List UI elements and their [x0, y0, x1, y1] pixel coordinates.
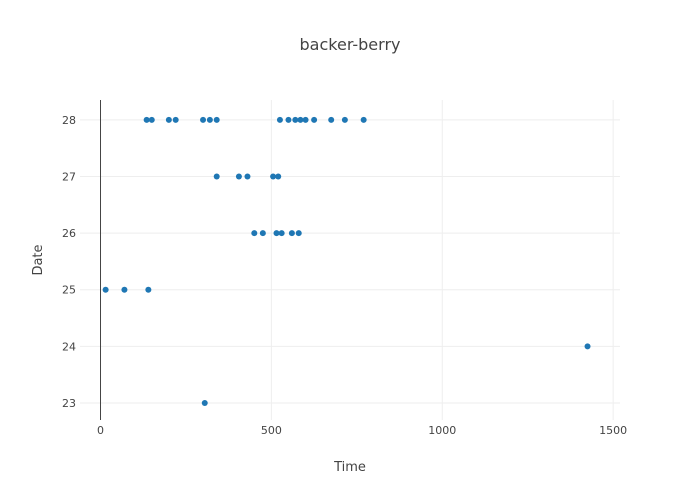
data-point[interactable] [285, 116, 292, 123]
data-point[interactable] [244, 173, 251, 180]
chart-title: backer-berry [300, 35, 401, 54]
axes: 0 500 1000 1500 23 24 25 26 27 28 [62, 100, 627, 437]
data-points [102, 116, 591, 407]
x-tick-label: 500 [261, 424, 282, 437]
data-point[interactable] [206, 116, 213, 123]
data-point[interactable] [270, 173, 277, 180]
data-point[interactable] [341, 116, 348, 123]
data-point[interactable] [235, 173, 242, 180]
data-point[interactable] [297, 116, 304, 123]
data-point[interactable] [213, 116, 220, 123]
data-point[interactable] [165, 116, 172, 123]
y-tick-label: 24 [62, 340, 76, 353]
data-point[interactable] [121, 286, 128, 293]
data-point[interactable] [302, 116, 309, 123]
data-point[interactable] [311, 116, 318, 123]
data-point[interactable] [328, 116, 335, 123]
data-point[interactable] [213, 173, 220, 180]
y-tick-label: 27 [62, 170, 76, 183]
data-point[interactable] [251, 230, 258, 237]
y-tick-label: 26 [62, 227, 76, 240]
data-point[interactable] [273, 230, 280, 237]
x-tick-label: 1500 [599, 424, 627, 437]
y-tick-label: 25 [62, 284, 76, 297]
data-point[interactable] [102, 286, 109, 293]
x-axis-title: Time [333, 460, 366, 475]
data-point[interactable] [288, 230, 295, 237]
data-point[interactable] [259, 230, 266, 237]
x-tick-label: 0 [97, 424, 104, 437]
x-tick-label: 1000 [428, 424, 456, 437]
data-point[interactable] [143, 116, 150, 123]
data-point[interactable] [295, 230, 302, 237]
data-point[interactable] [278, 230, 285, 237]
data-point[interactable] [584, 343, 591, 350]
data-point[interactable] [276, 116, 283, 123]
y-axis-title: Date [31, 244, 46, 275]
y-tick-label: 28 [62, 114, 76, 127]
data-point[interactable] [292, 116, 299, 123]
data-point[interactable] [172, 116, 179, 123]
data-point[interactable] [200, 116, 207, 123]
data-point[interactable] [145, 286, 152, 293]
data-point[interactable] [201, 400, 208, 407]
data-point[interactable] [275, 173, 282, 180]
grid [80, 100, 620, 420]
data-point[interactable] [148, 116, 155, 123]
y-tick-label: 23 [62, 397, 76, 410]
data-point[interactable] [360, 116, 367, 123]
